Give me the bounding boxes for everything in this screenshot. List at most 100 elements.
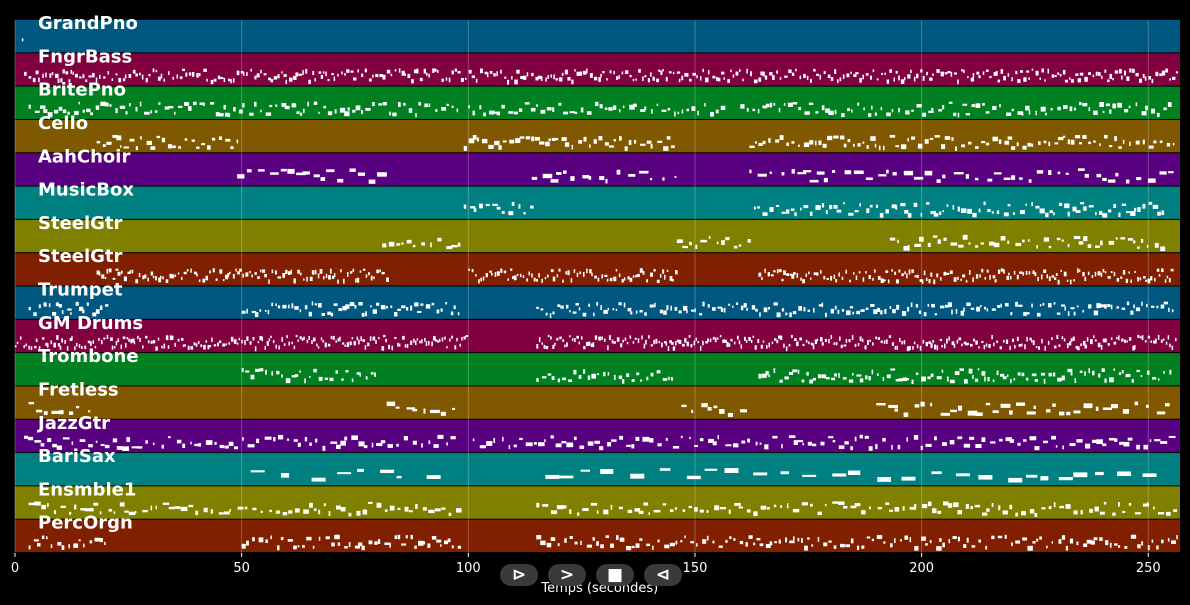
note: [701, 403, 708, 408]
note: [1052, 372, 1056, 377]
note: [78, 306, 84, 312]
note: [1064, 306, 1066, 311]
note: [996, 370, 999, 376]
note: [883, 279, 886, 282]
note: [796, 273, 799, 278]
note: [868, 446, 873, 451]
note: [1122, 510, 1126, 513]
note: [556, 337, 559, 341]
note: [115, 73, 118, 76]
stop-button[interactable]: ■: [596, 564, 634, 586]
note: [92, 72, 95, 78]
note: [309, 276, 313, 282]
note: [950, 242, 958, 246]
note: [984, 277, 987, 280]
note: [771, 341, 774, 345]
note: [191, 139, 195, 142]
note: [667, 346, 670, 351]
note: [1000, 236, 1006, 241]
note: [406, 407, 416, 410]
note: [368, 78, 372, 82]
note: [104, 102, 109, 107]
note: [550, 537, 556, 541]
note: [601, 274, 603, 279]
track-label: BritePno: [38, 80, 126, 101]
note: [350, 70, 354, 73]
note: [732, 305, 734, 308]
note: [1129, 68, 1132, 73]
note: [991, 535, 995, 540]
note: [376, 442, 383, 447]
note: [735, 302, 739, 306]
note: [1162, 338, 1165, 341]
note: [866, 145, 869, 149]
note: [694, 507, 698, 512]
note: [1099, 511, 1105, 515]
note: [360, 336, 362, 341]
note: [57, 343, 61, 347]
note: [816, 338, 819, 342]
note: [236, 342, 239, 345]
note: [86, 302, 89, 306]
note: [147, 340, 150, 344]
note: [753, 542, 756, 546]
note: [1073, 236, 1081, 240]
note: [478, 279, 480, 284]
note: [431, 341, 433, 347]
note: [767, 272, 771, 277]
note: [852, 272, 855, 275]
note: [854, 436, 857, 442]
note: [380, 305, 386, 310]
note: [68, 79, 71, 83]
play-button[interactable]: ⊳: [500, 564, 538, 586]
back-button[interactable]: ⊲: [644, 564, 682, 586]
note: [46, 536, 48, 540]
note: [986, 308, 989, 312]
note: [34, 440, 42, 443]
note: [815, 140, 817, 146]
note: [1159, 171, 1167, 175]
note: [759, 543, 764, 547]
note: [311, 301, 314, 306]
note: [882, 377, 885, 381]
note: [419, 77, 423, 82]
note: [589, 73, 593, 78]
note: [724, 339, 728, 343]
note: [760, 344, 763, 349]
note: [465, 334, 469, 338]
note: [94, 537, 100, 542]
note: [1039, 208, 1045, 214]
note: [28, 76, 32, 79]
note: [1041, 507, 1046, 510]
note: [702, 539, 707, 544]
note: [779, 135, 784, 140]
note: [327, 78, 330, 82]
note: [1079, 72, 1084, 76]
note: [725, 539, 728, 543]
note: [985, 69, 989, 72]
note: [456, 337, 458, 342]
note: [245, 370, 250, 373]
note: [122, 446, 130, 452]
note: [56, 335, 59, 340]
note: [372, 74, 374, 78]
note: [218, 113, 224, 117]
note: [34, 345, 37, 349]
note: [172, 145, 176, 149]
note: [69, 411, 74, 416]
note: [889, 306, 892, 310]
note: [219, 340, 222, 344]
note: [275, 344, 278, 349]
note: [196, 146, 200, 149]
note: [74, 110, 79, 116]
note: [836, 79, 839, 84]
note: [901, 310, 907, 316]
forward-button[interactable]: >: [548, 564, 586, 586]
note: [942, 210, 945, 213]
note: [303, 336, 305, 340]
note: [941, 345, 943, 348]
note: [988, 344, 991, 348]
note: [960, 208, 967, 213]
note: [420, 303, 424, 306]
